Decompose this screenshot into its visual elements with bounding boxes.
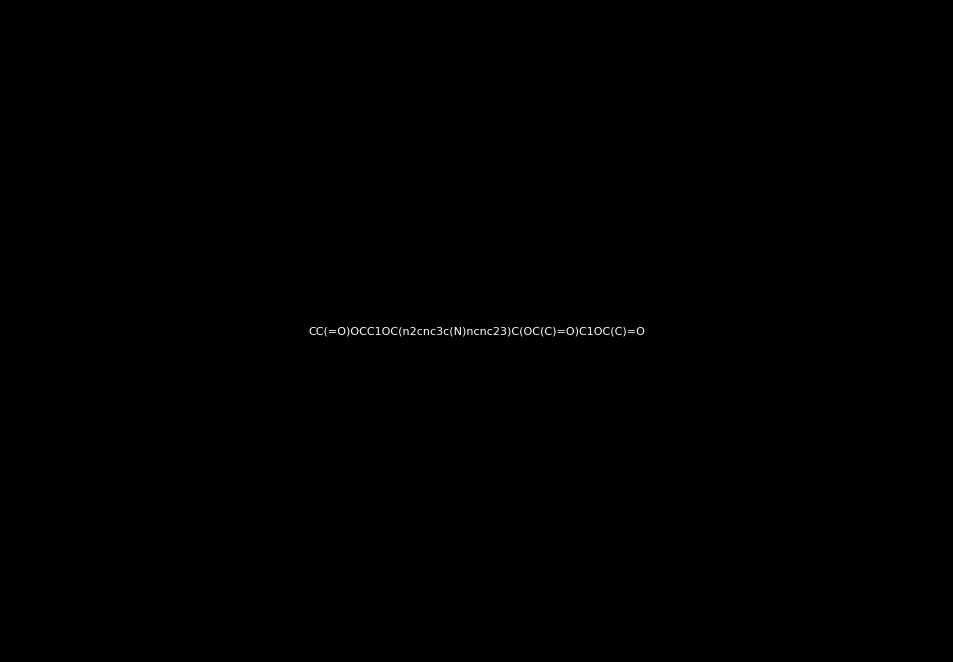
Text: CC(=O)OCC1OC(n2cnc3c(N)ncnc23)C(OC(C)=O)C1OC(C)=O: CC(=O)OCC1OC(n2cnc3c(N)ncnc23)C(OC(C)=O)… — [308, 326, 645, 336]
